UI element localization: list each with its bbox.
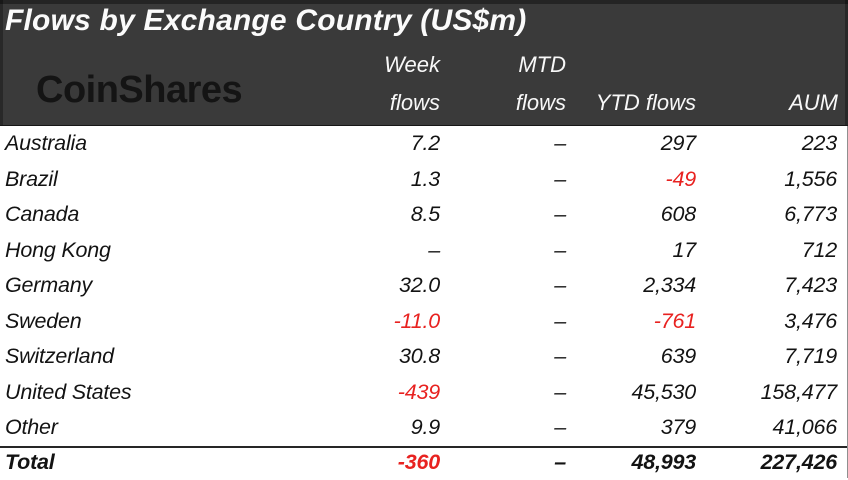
ytd-flows-cell: 297 bbox=[660, 131, 696, 156]
aum-cell: 6,773 bbox=[784, 202, 837, 227]
week-flows-cell: 9.9 bbox=[410, 415, 440, 440]
week-flows-cell: -11.0 bbox=[393, 308, 441, 333]
country-cell: Sweden bbox=[5, 308, 82, 333]
mtd-flows-cell: – bbox=[554, 344, 566, 369]
ytd-flows-cell: 379 bbox=[660, 415, 696, 440]
table-header: Flows by Exchange Country (US$m) CoinSha… bbox=[0, 0, 848, 126]
mtd-flows-cell: – bbox=[554, 308, 566, 333]
aum-cell: 41,066 bbox=[772, 415, 837, 440]
ytd-flows-cell: 639 bbox=[660, 344, 696, 369]
total-label: Total bbox=[5, 450, 55, 474]
week-flows-cell: – bbox=[428, 237, 440, 262]
aum-cell: 223 bbox=[801, 131, 837, 156]
aum-cell: 158,477 bbox=[760, 379, 838, 404]
mtd-flows-cell: – bbox=[554, 131, 566, 156]
table-row-other: Other 9.9 – 379 41,066 bbox=[0, 410, 847, 446]
column-header-week-line2: flows bbox=[389, 90, 440, 115]
mtd-flows-cell: – bbox=[554, 166, 566, 191]
total-mtd-flows-cell: – bbox=[554, 450, 566, 474]
total-week-flows-cell: -360 bbox=[397, 450, 440, 474]
week-flows-cell: 32.0 bbox=[398, 273, 440, 298]
aum-cell: 7,719 bbox=[784, 344, 837, 369]
table-row-sweden: Sweden -11.0 – -761 3,476 bbox=[0, 304, 847, 340]
country-cell: Australia bbox=[5, 131, 87, 156]
table-row-australia: Australia 7.2 – 297 223 bbox=[0, 126, 847, 162]
total-ytd-flows-cell: 48,993 bbox=[631, 450, 696, 474]
country-cell: Brazil bbox=[5, 166, 58, 191]
aum-cell: 1,556 bbox=[784, 166, 837, 191]
week-flows-cell: 8.5 bbox=[410, 202, 440, 227]
column-header-mtd-line1: MTD bbox=[518, 52, 566, 77]
aum-cell: 712 bbox=[801, 237, 837, 262]
country-cell: United States bbox=[5, 379, 132, 404]
ytd-flows-cell: -49 bbox=[665, 166, 697, 191]
column-header-week-flows: Week flows bbox=[250, 46, 440, 122]
aum-cell: 3,476 bbox=[784, 308, 837, 333]
mtd-flows-cell: – bbox=[554, 202, 566, 227]
total-aum-cell: 227,426 bbox=[760, 450, 838, 474]
mtd-flows-cell: – bbox=[554, 379, 566, 404]
mtd-flows-cell: – bbox=[554, 273, 566, 298]
ytd-flows-cell: 2,334 bbox=[643, 273, 696, 298]
ytd-flows-cell: -761 bbox=[653, 308, 696, 333]
table-row-germany: Germany 32.0 – 2,334 7,423 bbox=[0, 268, 847, 304]
mtd-flows-cell: – bbox=[554, 415, 566, 440]
table-row-brazil: Brazil 1.3 – -49 1,556 bbox=[0, 162, 847, 198]
week-flows-cell: -439 bbox=[397, 379, 440, 404]
coinshares-logo: CoinShares bbox=[36, 69, 243, 111]
week-flows-cell: 7.2 bbox=[410, 131, 440, 156]
country-cell: Switzerland bbox=[5, 344, 114, 369]
table-row-total: Total -360 – 48,993 227,426 bbox=[0, 445, 847, 478]
ytd-flows-cell: 17 bbox=[672, 237, 696, 262]
week-flows-cell: 30.8 bbox=[398, 344, 440, 369]
mtd-flows-cell: – bbox=[554, 237, 566, 262]
country-cell: Canada bbox=[5, 202, 80, 227]
page-title: Flows by Exchange Country (US$m) bbox=[5, 4, 527, 37]
ytd-flows-cell: 608 bbox=[660, 202, 696, 227]
column-header-ytd-flows: YTD flows bbox=[595, 90, 696, 115]
table-body: Australia 7.2 – 297 223 Brazil 1.3 – -49… bbox=[0, 126, 848, 478]
ytd-flows-cell: 45,530 bbox=[631, 379, 696, 404]
country-cell: Germany bbox=[5, 273, 93, 298]
country-cell: Other bbox=[5, 415, 58, 440]
table-row-switzerland: Switzerland 30.8 – 639 7,719 bbox=[0, 339, 847, 375]
table-row-canada: Canada 8.5 – 608 6,773 bbox=[0, 197, 847, 233]
week-flows-cell: 1.3 bbox=[410, 166, 440, 191]
column-header-aum: AUM bbox=[789, 90, 838, 115]
column-header-mtd-flows: MTD flows bbox=[440, 46, 566, 122]
aum-cell: 7,423 bbox=[784, 273, 837, 298]
table-row-hong-kong: Hong Kong – – 17 712 bbox=[0, 233, 847, 269]
column-header-row: CoinShares Week flows MTD flows YTD flow… bbox=[0, 46, 848, 125]
column-header-week-line1: Week bbox=[384, 52, 440, 77]
country-cell: Hong Kong bbox=[5, 237, 111, 262]
table-row-united-states: United States -439 – 45,530 158,477 bbox=[0, 375, 847, 411]
column-header-mtd-line2: flows bbox=[515, 90, 566, 115]
